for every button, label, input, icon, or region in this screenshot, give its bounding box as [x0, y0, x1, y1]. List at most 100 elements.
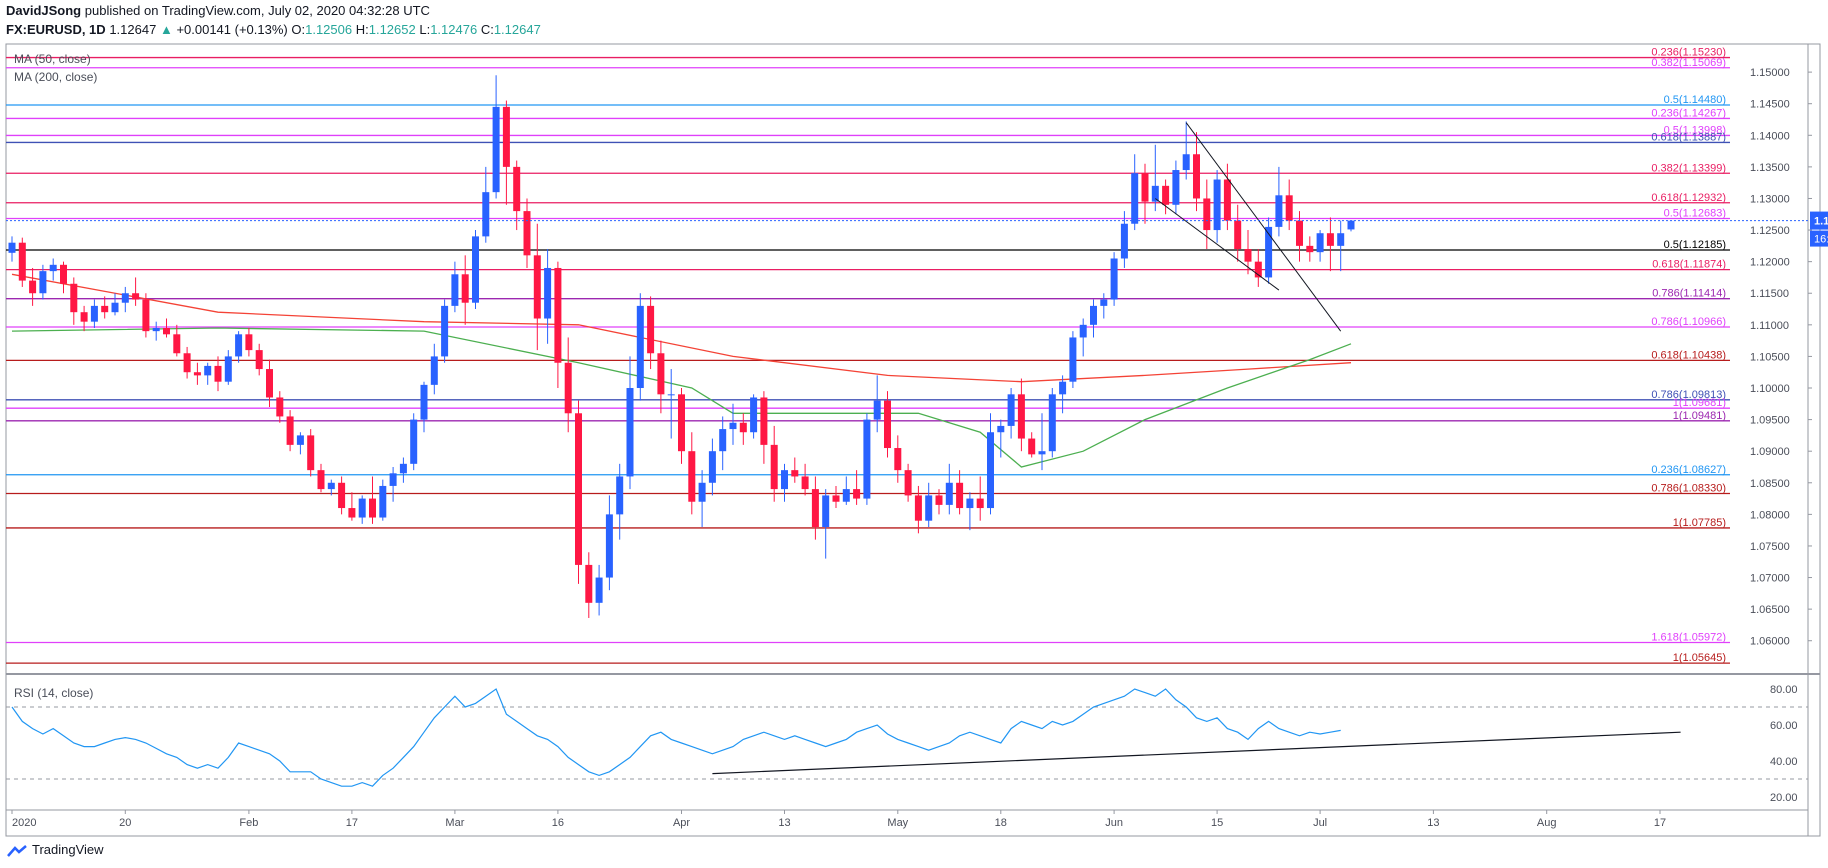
fib-level-label: 0.5(1.12185): [1664, 239, 1726, 251]
candle-body: [338, 482, 346, 509]
publish-text: published on TradingView.com, July 02, 2…: [84, 3, 430, 18]
candle-body: [1182, 154, 1190, 171]
candle-body: [183, 353, 191, 373]
candle-body: [976, 498, 984, 509]
candle-body: [461, 274, 469, 303]
candle-body: [636, 305, 644, 389]
candle-body: [647, 305, 655, 354]
x-tick-label: 13: [1427, 817, 1439, 829]
candle-body: [1213, 179, 1221, 231]
ma50-legend[interactable]: MA (50, close): [14, 52, 91, 66]
rsi-tick-label: 40.00: [1770, 756, 1798, 768]
candle-body: [1172, 170, 1180, 205]
candle-body: [781, 470, 788, 490]
rsi-legend[interactable]: RSI (14, close): [14, 686, 94, 700]
fib-level-label: 1(1.07785): [1673, 517, 1726, 529]
candle-body: [523, 211, 531, 256]
y-tick-label: 1.06000: [1750, 636, 1790, 648]
candle-body: [430, 356, 438, 385]
candle-body: [1285, 195, 1293, 221]
chart-frame: [5, 43, 1821, 837]
candle-body: [214, 365, 222, 382]
candle-body: [451, 274, 459, 306]
candle-body: [554, 267, 562, 363]
candle-body: [111, 302, 119, 313]
rsi-tick-label: 60.00: [1770, 720, 1798, 732]
candle-body: [863, 419, 871, 499]
ma50-line: [11, 327, 1352, 468]
candle-body: [657, 353, 665, 395]
candle-body: [884, 400, 891, 449]
high-value: 1.12652: [368, 22, 416, 37]
fib-level-label: 0.236(1.14267): [1651, 107, 1726, 119]
candle-body: [750, 397, 758, 433]
candle-body: [492, 106, 500, 193]
candle-body: [70, 283, 78, 313]
fib-level-label: 0.618(1.11874): [1652, 259, 1726, 271]
candle-body: [966, 498, 974, 509]
candle-body: [1316, 233, 1324, 253]
candle-body: [60, 264, 67, 284]
x-tick-label: 16: [552, 817, 564, 829]
candle-body: [1296, 220, 1303, 246]
y-tick-label: 1.11000: [1750, 320, 1789, 332]
candle-body: [935, 495, 943, 505]
candle-body: [698, 482, 706, 502]
candle-body: [1203, 198, 1211, 231]
candle-body: [822, 495, 830, 528]
candle-body: [502, 106, 510, 167]
candle-body: [688, 451, 696, 502]
candle-body: [369, 498, 376, 518]
tradingview-brand[interactable]: TradingView: [32, 842, 104, 857]
y-tick-label: 1.13000: [1750, 193, 1790, 205]
candle-body: [987, 432, 994, 509]
fib-level-label: 0.618(1.12932): [1651, 192, 1726, 204]
candle-body: [173, 334, 181, 354]
publish-info: DavidJSong published on TradingView.com,…: [6, 3, 430, 18]
fib-level-label: 0.786(1.11414): [1652, 288, 1726, 300]
close-label: C:: [480, 22, 494, 37]
fib-level-label: 0.382(1.13399): [1651, 162, 1726, 174]
fib-level-label: 0.786(1.09813): [1651, 389, 1726, 401]
symbol-name[interactable]: FX:EURUSD, 1D: [6, 22, 106, 37]
candle-body: [997, 425, 1005, 433]
x-tick-label: 20: [119, 817, 131, 829]
candle-body: [739, 422, 747, 433]
candle-body: [90, 305, 98, 322]
fib-level-label: 0.5(1.14480): [1664, 94, 1726, 106]
fib-level-label: 1.618(1.05972): [1651, 631, 1726, 643]
y-tick-label: 1.07500: [1750, 541, 1790, 553]
candle-body: [791, 470, 799, 477]
candle-body: [1162, 185, 1170, 205]
candle-body: [255, 350, 263, 370]
candle-body: [873, 400, 881, 420]
candle-body: [1337, 233, 1345, 246]
candle-body: [626, 388, 634, 477]
candle-body: [142, 299, 150, 332]
last-price: 1.12647: [109, 22, 157, 37]
candle-body: [1007, 394, 1015, 426]
last-price-label: 1.12647: [1814, 216, 1828, 228]
candle-body: [914, 495, 922, 521]
x-tick-label: Apr: [673, 817, 690, 829]
symbol-info: FX:EURUSD, 1D 1.12647 ▲ +0.00141 (+0.13%…: [6, 22, 541, 37]
candle-body: [1059, 381, 1067, 395]
candle-body: [80, 312, 88, 322]
candle-body: [132, 293, 140, 300]
candle-body: [719, 429, 727, 452]
ma200-line: [11, 273, 1352, 383]
fib-level-label: 0.618(1.13887): [1651, 131, 1726, 143]
ma200-legend[interactable]: MA (200, close): [14, 70, 98, 84]
candle-body: [379, 485, 387, 518]
candle-body: [1234, 220, 1242, 250]
candle-body: [420, 384, 428, 420]
fib-level-label: 0.236(1.15230): [1651, 47, 1726, 59]
candle-body: [616, 476, 624, 515]
candle-body: [358, 498, 366, 518]
candle-body: [1090, 305, 1097, 325]
candle-body: [1038, 451, 1046, 455]
author-name[interactable]: DavidJSong: [6, 3, 82, 18]
candle-body: [163, 327, 170, 335]
candle-body: [29, 280, 37, 294]
